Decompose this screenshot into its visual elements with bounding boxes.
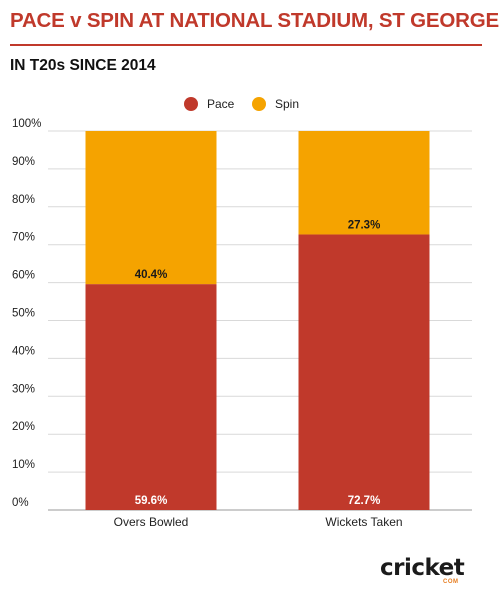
x-tick-label: Wickets Taken — [325, 515, 402, 529]
data-label: 27.3% — [348, 219, 381, 231]
data-label: 72.7% — [348, 495, 381, 507]
y-tick-label: 70% — [12, 232, 35, 244]
chart-subtitle: IN T20s SINCE 2014 — [10, 57, 156, 74]
y-tick-label: 10% — [12, 459, 35, 471]
legend-swatch-pace — [184, 97, 198, 111]
chart-title: PACE v SPIN AT NATIONAL STADIUM, ST GEOR… — [10, 9, 500, 32]
cricket-com-logo: cricket COM — [380, 555, 472, 585]
y-tick-label: 0% — [12, 497, 29, 509]
data-label: 40.4% — [135, 269, 168, 281]
legend-label-pace: Pace — [207, 97, 235, 111]
bar-spin-1 — [298, 131, 430, 235]
y-tick-label: 90% — [12, 156, 35, 168]
y-tick-label: 100% — [12, 118, 41, 130]
y-tick-label: 50% — [12, 308, 35, 320]
data-label: 59.6% — [135, 495, 168, 507]
title-divider — [10, 44, 482, 46]
logo-suffix: COM — [443, 579, 459, 585]
bar-spin-0 — [85, 131, 217, 285]
y-tick-label: 30% — [12, 383, 35, 395]
y-tick-label: 20% — [12, 421, 35, 433]
logo-wordmark: cricket — [380, 555, 465, 581]
bar-pace-0 — [85, 284, 217, 510]
bar-pace-1 — [298, 234, 430, 511]
x-tick-label: Overs Bowled — [114, 515, 189, 529]
legend-label-spin: Spin — [275, 97, 299, 111]
y-tick-label: 40% — [12, 345, 35, 357]
legend-swatch-spin — [252, 97, 266, 111]
y-tick-label: 60% — [12, 270, 35, 282]
y-tick-label: 80% — [12, 194, 35, 206]
